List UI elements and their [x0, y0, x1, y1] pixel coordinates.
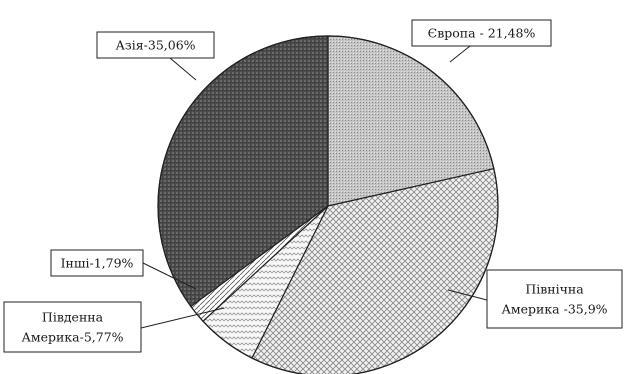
pie-outline [157, 35, 499, 374]
slice-label-text-2: Південна Америка-5,77% [21, 310, 123, 345]
label-box-1 [486, 269, 623, 329]
slice-label-text-3: Інші-1,79% [61, 256, 134, 271]
slice-label-2: Південна Америка-5,77% [3, 301, 225, 353]
leader-line-4 [169, 57, 197, 81]
leader-line-1 [447, 289, 488, 301]
label-box-3 [50, 249, 144, 277]
label-box-2 [3, 301, 142, 353]
slice-label-text-1: Північна Америка -35,9% [501, 282, 607, 317]
labels-layer: Європа - 21,48% Північна Америка -35,9% Пів… [3, 19, 623, 353]
slice-label-text-0: Європа - 21,48% [428, 26, 536, 41]
leader-line-3 [142, 262, 197, 290]
slice-label-text-4: Азія-35,06% [115, 38, 195, 53]
slice-label-0: Європа - 21,48% [411, 19, 552, 63]
slice-label-4: Азія-35,06% [96, 31, 215, 81]
leader-line-2 [140, 307, 225, 329]
label-box-4 [96, 31, 215, 59]
leader-line-0 [449, 45, 471, 63]
label-box-0 [411, 19, 552, 47]
slices-layer [157, 35, 499, 374]
slice-label-3: Інші-1,79% [50, 249, 197, 290]
slice-label-1: Північна Америка -35,9% [447, 269, 623, 329]
